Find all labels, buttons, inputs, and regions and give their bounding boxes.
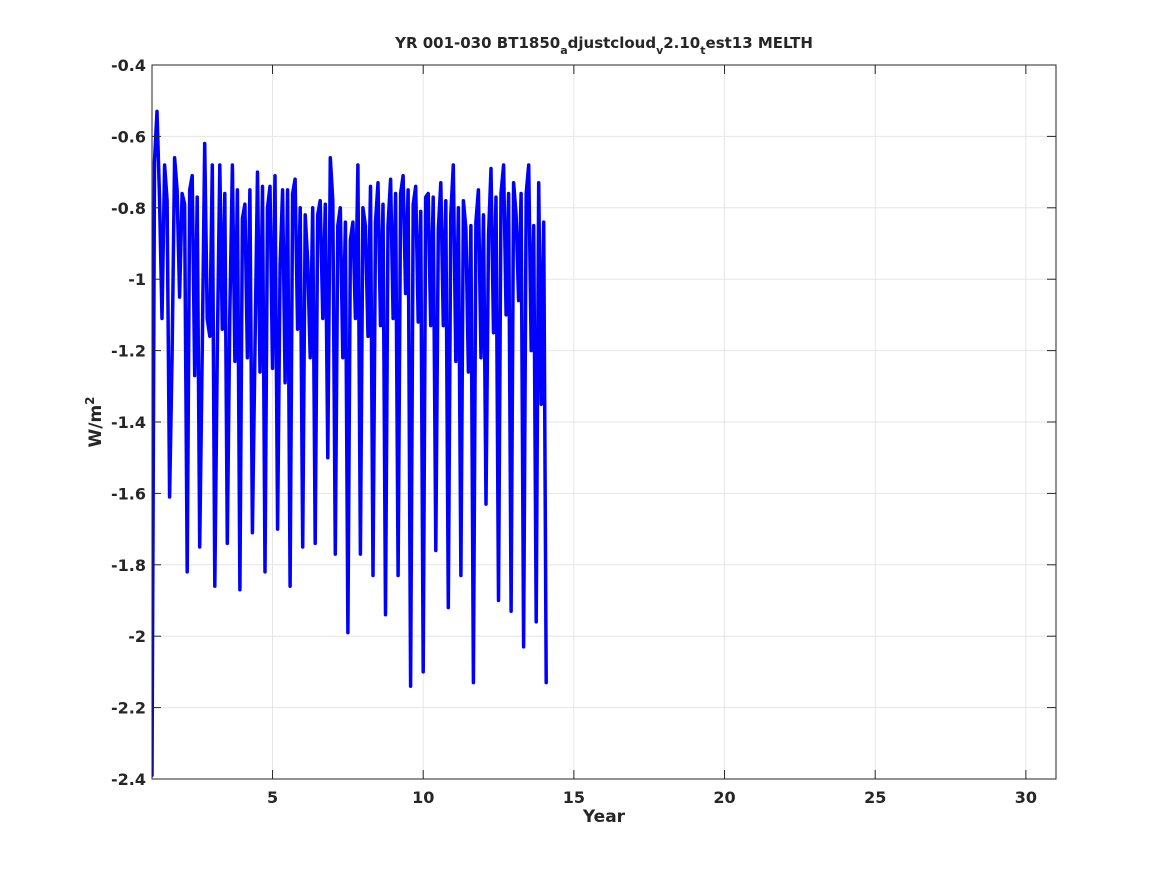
x-tick-label: 10 — [412, 788, 434, 807]
y-axis-title: W/m2 — [83, 396, 106, 447]
x-axis-title: Year — [582, 807, 626, 827]
series-layer — [152, 109, 548, 778]
y-tick-label: -2.4 — [111, 770, 146, 789]
x-tick-label: 25 — [864, 788, 886, 807]
y-tick-label: -1.4 — [111, 413, 146, 432]
y-tick-label: -0.4 — [111, 56, 146, 75]
y-tick-label: -1 — [128, 270, 146, 289]
y-tick-label: -2.2 — [111, 699, 146, 718]
tick-labels: 5 10 15 20 25 30 -2.4 -2.2 -2 -1.8 -1.6 -1.4 -1.2 -1 -… — [111, 56, 1037, 807]
y-tick-label: -0.6 — [111, 127, 146, 146]
y-tick-label: -1.8 — [111, 556, 146, 575]
x-tick-label: 15 — [563, 788, 585, 807]
x-tick-label: 30 — [1015, 788, 1037, 807]
y-tick-label: -0.8 — [111, 199, 146, 218]
y-tick-label: -1.6 — [111, 484, 146, 503]
y-tick-label: -2 — [128, 627, 146, 646]
x-tick-label: 20 — [713, 788, 735, 807]
x-tick-label: 5 — [267, 788, 278, 807]
chart-title: YR 001-030 BT1850adjustcloudv2.10test13 … — [394, 34, 813, 57]
ticks — [152, 64, 1056, 780]
y-tick-label: -1.2 — [111, 342, 146, 361]
series-line — [152, 109, 548, 778]
